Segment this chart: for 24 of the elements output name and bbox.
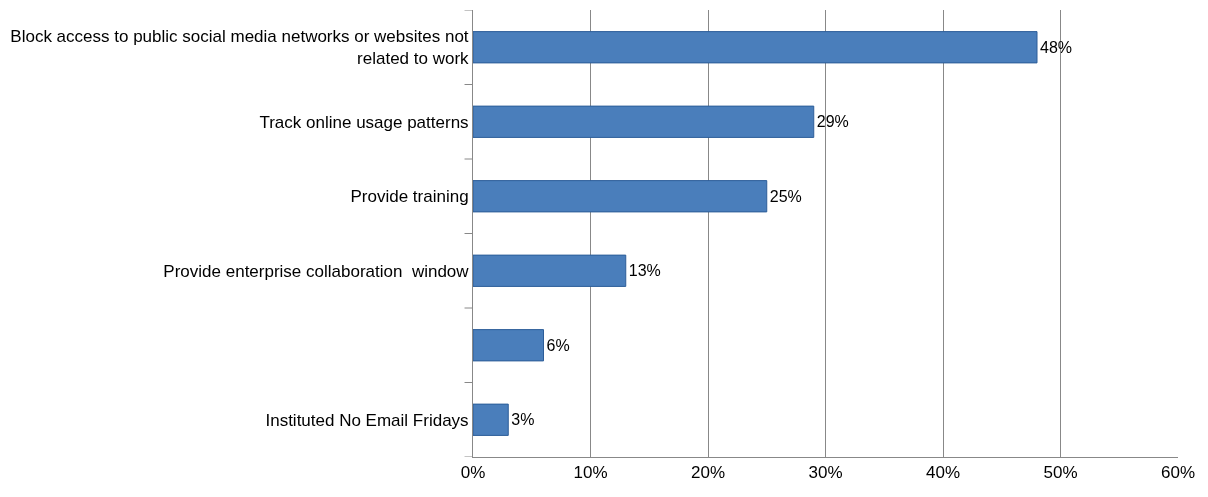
y-tick-label: Track online usage patterns [259,112,469,132]
bar [473,403,509,436]
bar [473,254,627,287]
bar [473,105,815,138]
y-tick-label: Instituted No Email Fridays [265,410,469,430]
bar [473,180,768,213]
x-tick-label: 60% [1160,463,1196,483]
data-label: 6% [546,336,570,354]
x-tick-label: 10% [573,463,608,483]
data-label: 13% [628,262,661,280]
bar [473,329,544,362]
y-tick-label: Provide enterprise collaboration window [163,261,470,281]
x-tick-label: 50% [1043,463,1078,483]
bar [473,31,1038,64]
data-label: 48% [1040,38,1073,56]
data-label: 29% [816,113,849,131]
x-tick-label: 0% [460,463,486,483]
data-label: 3% [511,411,535,429]
x-tick-label: 20% [690,463,726,483]
x-tick-label: 40% [925,463,961,483]
y-tick-label: Provide training [350,187,469,207]
data-label: 25% [769,187,802,205]
x-tick-label: 30% [808,463,843,483]
y-tick-label: Block access to public social media networks or websites not related to work [10,27,470,69]
